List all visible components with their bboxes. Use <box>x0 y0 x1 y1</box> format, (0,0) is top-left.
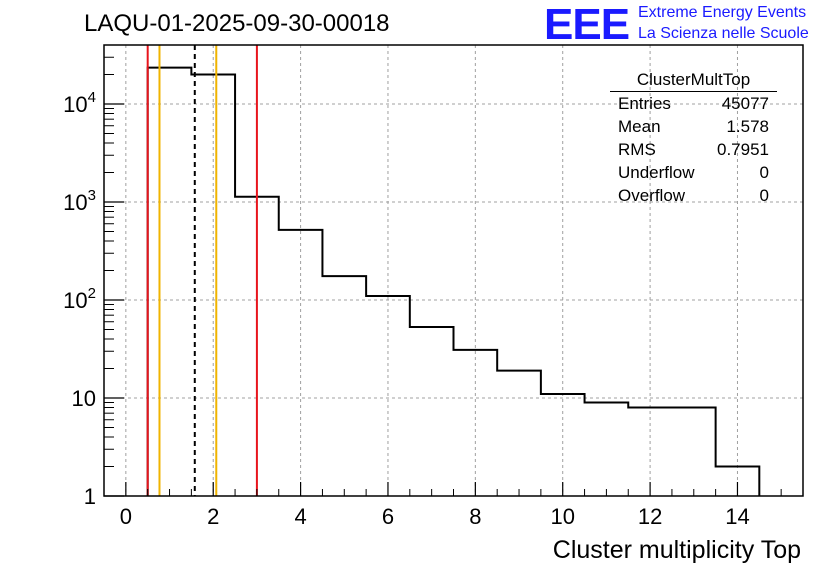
y-tick-label: 1 <box>84 484 96 509</box>
y-tick-label: 102 <box>63 285 96 313</box>
stats-box: ClusterMultTop Entries 45077 Mean 1.578 RM… <box>610 70 777 207</box>
stats-value: 0 <box>759 163 769 182</box>
plot-title: LAQU-01-2025-09-30-00018 <box>84 10 390 37</box>
y-tick-label: 103 <box>63 187 96 215</box>
x-tick-label: 6 <box>382 504 394 529</box>
grid-lines <box>104 45 803 496</box>
x-axis-title: Cluster multiplicity Top <box>552 536 801 564</box>
x-tick-label: 0 <box>120 504 132 529</box>
marker-lines <box>146 45 258 496</box>
stats-row: RMS 0.7951 <box>610 138 777 161</box>
x-tick-label: 12 <box>638 504 662 529</box>
stats-value: 45077 <box>721 94 769 113</box>
histogram-series <box>146 66 761 496</box>
x-tick-label: 4 <box>294 504 306 529</box>
tick-labels: 0 2 4 6 8 10 12 14 1 10 102 103 104 <box>63 89 750 529</box>
stats-value: 0 <box>759 186 769 205</box>
stats-row: Overflow 0 <box>610 184 777 207</box>
stats-label: Mean <box>618 117 661 136</box>
stats-value: 0.7951 <box>717 140 769 159</box>
y-tick-label: 104 <box>63 89 96 117</box>
y-tick-label: 10 <box>72 386 96 411</box>
stats-label: Underflow <box>618 163 695 182</box>
stats-label: RMS <box>618 140 656 159</box>
histogram-outline <box>146 66 761 496</box>
axis-ticks <box>103 56 804 497</box>
stats-label: Entries <box>618 94 671 113</box>
stats-title: ClusterMultTop <box>610 70 777 92</box>
x-tick-label: 14 <box>725 504 749 529</box>
stats-value: 1.578 <box>726 117 769 136</box>
x-tick-label: 2 <box>207 504 219 529</box>
logo-line-2: La Scienza nelle Scuole <box>638 25 809 42</box>
eee-logo: EEE <box>544 0 630 49</box>
x-tick-label: 8 <box>469 504 481 529</box>
stats-row: Entries 45077 <box>610 92 777 115</box>
stats-row: Mean 1.578 <box>610 115 777 138</box>
stats-label: Overflow <box>618 186 686 205</box>
x-tick-label: 10 <box>550 504 574 529</box>
logo-line-1: Extreme Energy Events <box>638 4 807 21</box>
stats-row: Underflow 0 <box>610 161 777 184</box>
